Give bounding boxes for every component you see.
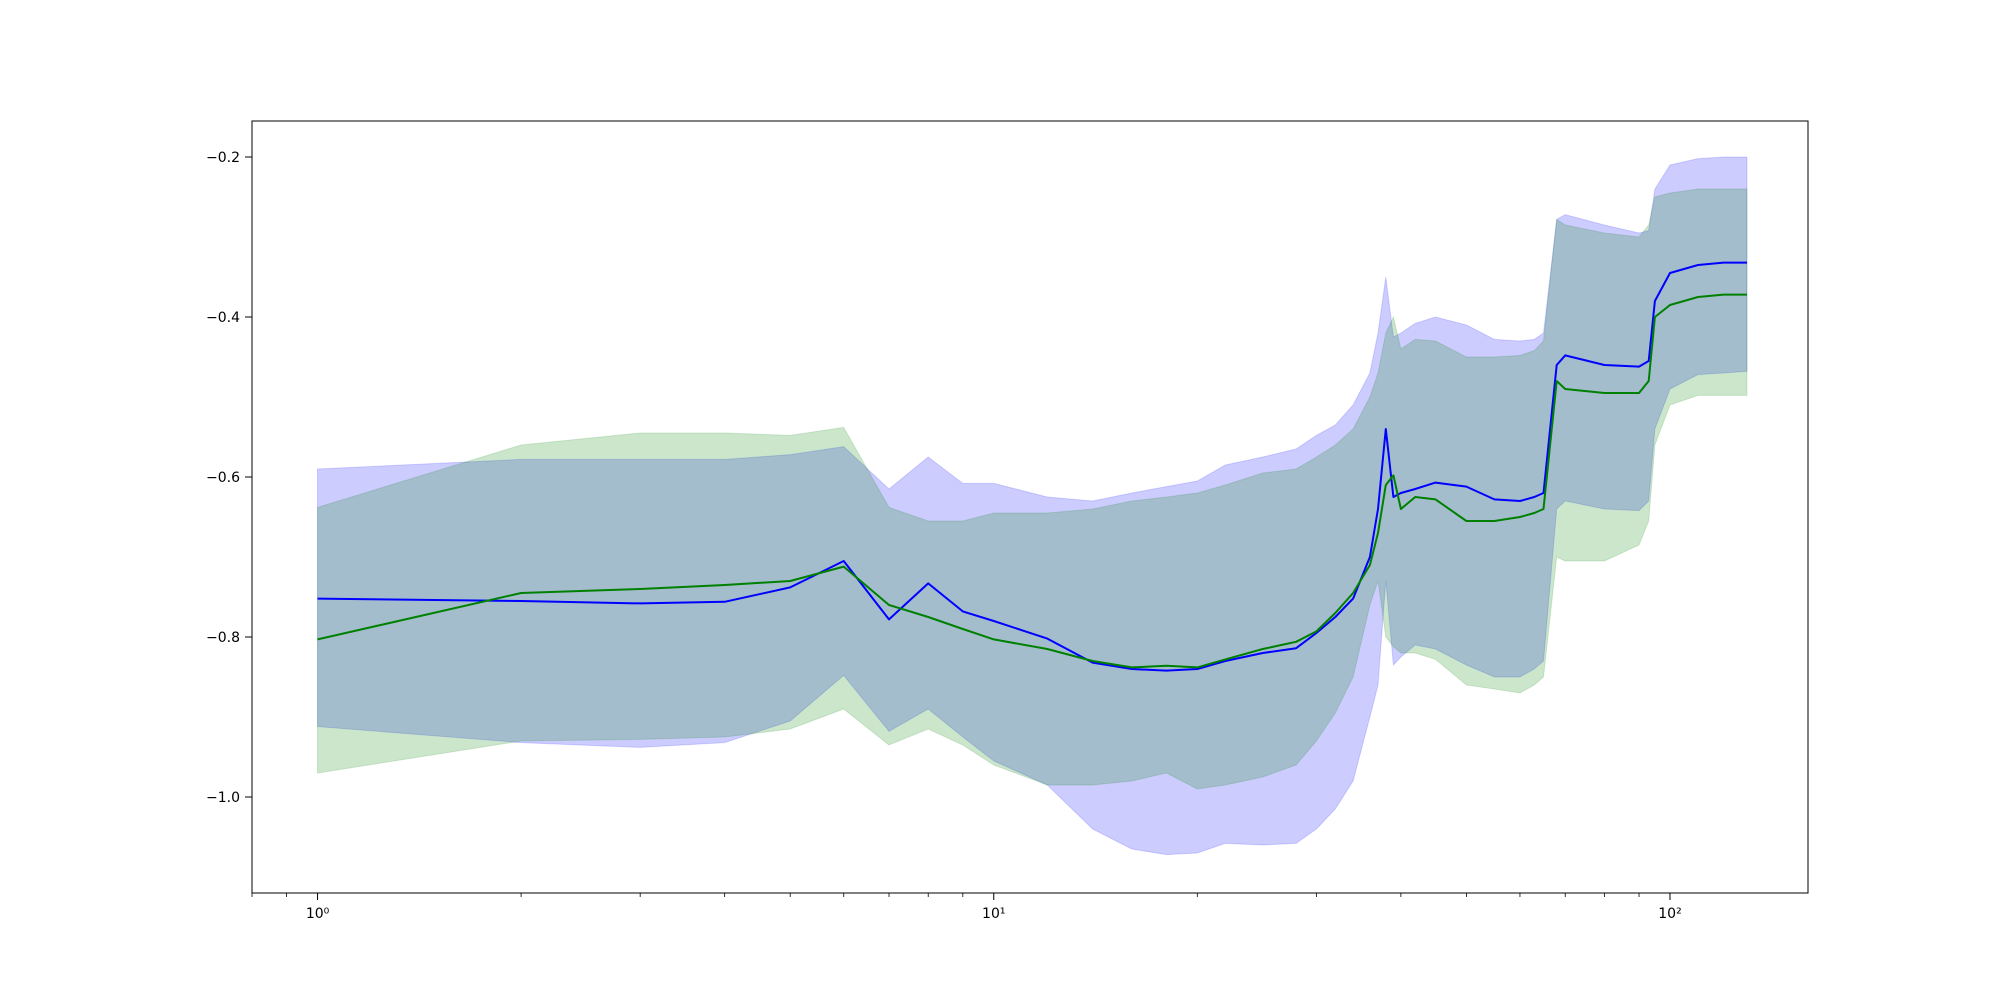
y-tick-label: −0.8: [206, 630, 240, 646]
series-1-band: [317, 188, 1748, 790]
plot-frame: [251, 120, 1809, 894]
confidence-bands: [317, 156, 1748, 856]
y-tick-label: −0.4: [206, 310, 240, 326]
y-axis: −0.2 −0.4 −0.6 −0.8 −1.0: [206, 150, 252, 806]
y-tick-label: −1.0: [206, 790, 240, 806]
x-tick-label: 10¹: [982, 906, 1005, 922]
x-tick-label: 10²: [1658, 906, 1681, 922]
series-lines: [317, 261, 1747, 672]
x-axis: 10⁰ 10¹ 10²: [251, 893, 1682, 922]
y-tick-label: −0.2: [206, 150, 240, 166]
y-tick-label: −0.6: [206, 470, 240, 486]
series-0-band: [317, 156, 1748, 856]
series-0-line: [317, 261, 1747, 672]
series-1-line: [317, 293, 1747, 669]
x-tick-label: 10⁰: [306, 906, 330, 922]
